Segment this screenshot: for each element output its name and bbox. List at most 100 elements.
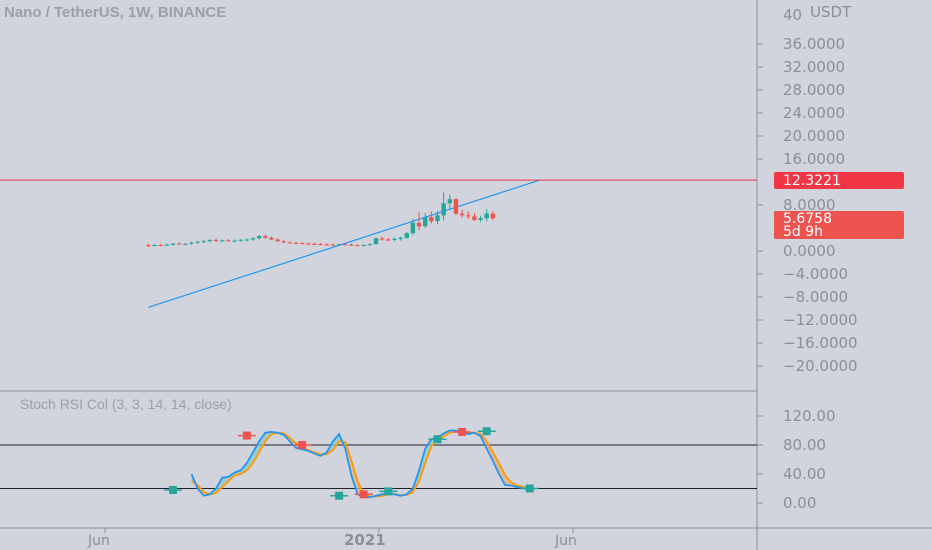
stoch-fill-segment — [259, 432, 266, 453]
stoch-marker-square — [525, 484, 534, 493]
candle-body — [232, 240, 237, 242]
candle-body — [238, 239, 243, 241]
stoch-marker-square — [458, 427, 467, 436]
symbol-title[interactable]: Nano / TetherUS, 1W, BINANCE — [4, 4, 226, 21]
candle-body — [343, 244, 348, 246]
price-tick-labels: 36.0000 32.0000 28.0000 24.0000 20.0000 16.00… — [757, 35, 858, 375]
candle-body — [158, 244, 163, 246]
stoch-marker-square — [384, 487, 393, 496]
stoch-marker-square — [482, 427, 491, 436]
price-tick-label: −12.0000 — [783, 311, 858, 329]
currency-label-bg — [808, 2, 884, 24]
candle-body — [472, 216, 477, 220]
candle-body — [435, 215, 440, 222]
candle-body — [256, 236, 262, 239]
candle-body — [466, 215, 471, 217]
candle-body — [287, 242, 293, 244]
stoch-fill-segment — [253, 441, 260, 464]
candle-body — [429, 217, 434, 222]
price-tick-label: 20.0000 — [783, 127, 845, 145]
candle-body — [226, 240, 231, 242]
candle-body — [367, 244, 373, 246]
candle-body — [441, 203, 446, 216]
candle-body — [281, 241, 286, 243]
candle-body — [250, 238, 256, 240]
indicator-tick-label: 0.00 — [783, 494, 816, 512]
candle-body — [336, 244, 342, 246]
stoch-marker-square — [242, 431, 251, 440]
candle-body — [379, 238, 385, 240]
time-axis[interactable]: Jun 2021 Jun — [87, 528, 577, 549]
candle-body — [312, 243, 317, 245]
level-badge-bg — [774, 172, 904, 189]
candle-body — [423, 217, 428, 227]
price-tick-label: 32.0000 — [783, 58, 845, 76]
level-badge[interactable]: 12.3221 — [774, 172, 904, 189]
indicator-tick-label: 40.00 — [783, 465, 826, 483]
candle-body — [195, 241, 200, 243]
candle-body — [189, 242, 194, 244]
candle-body — [306, 243, 311, 245]
candle-body — [152, 244, 157, 246]
price-tick-label: 24.0000 — [783, 104, 845, 122]
stoch-marker-square — [433, 435, 442, 444]
last-price-value: 5.6758 — [783, 211, 832, 227]
indicator-label[interactable]: Stoch RSI Col (3, 3, 14, 14, close) — [20, 396, 232, 412]
candle-body — [263, 236, 268, 238]
last-price-badge[interactable]: 5.6758 5d 9h — [774, 211, 904, 240]
candle-body — [213, 240, 219, 242]
time-label-jun-2020: Jun — [87, 533, 110, 549]
candle-body — [207, 240, 213, 242]
indicator-tick-label: 120.00 — [783, 407, 836, 425]
candle-body — [373, 238, 379, 245]
bar-countdown: 5d 9h — [783, 224, 823, 240]
stoch-fill-segment — [351, 460, 358, 495]
candle-body — [146, 245, 151, 247]
candle-body — [453, 199, 459, 214]
candle-body — [355, 245, 360, 247]
candle-body — [330, 244, 336, 246]
stoch-marker-square — [359, 490, 368, 499]
candle-body — [164, 244, 170, 246]
candle-body — [386, 239, 391, 241]
stoch-fill-segment — [492, 452, 499, 474]
candle-body — [459, 213, 465, 216]
stoch-cross-markers — [164, 427, 539, 500]
time-label-2021: 2021 — [344, 531, 386, 549]
candle-body — [478, 218, 483, 220]
price-tick-label: 8.0000 — [783, 196, 836, 214]
price-tick-label: 16.0000 — [783, 150, 845, 168]
candle-body — [170, 243, 176, 245]
candle-body — [398, 237, 403, 239]
price-pane[interactable] — [0, 179, 757, 308]
candle-body — [410, 222, 416, 234]
candle-body — [404, 233, 409, 238]
indicator-tick-label: 80.00 — [783, 436, 826, 454]
time-label-jun-2021: Jun — [554, 533, 577, 549]
candle-body — [349, 244, 354, 246]
candle-body — [361, 244, 366, 246]
stoch-fill-segment — [332, 434, 340, 451]
stoch-marker-square — [335, 491, 344, 500]
price-tick-label: 36.0000 — [783, 35, 845, 53]
indicator-pane[interactable]: 120.00 80.00 40.00 0.00 — [0, 407, 836, 512]
price-tick-label: 0.0000 — [783, 242, 836, 260]
currency-label[interactable]: USDT — [810, 3, 852, 21]
candle-body — [177, 243, 182, 245]
candles — [146, 192, 496, 247]
stoch-fill-segment — [499, 463, 506, 485]
candle-body — [220, 240, 225, 242]
stoch-marker-square — [169, 485, 178, 494]
price-axis[interactable]: 40 USDT 36.0000 32.0000 28.0000 24.0000 20.0… — [757, 2, 904, 375]
trendline[interactable] — [148, 179, 540, 308]
price-tick-label: −16.0000 — [783, 334, 858, 352]
candle-body — [293, 242, 299, 244]
price-tick-label: −8.0000 — [783, 288, 848, 306]
candle-body — [490, 213, 496, 219]
candle-body — [447, 199, 452, 204]
level-badge-value: 12.3221 — [783, 173, 841, 189]
candle-body — [201, 241, 206, 243]
candle-body — [416, 222, 422, 227]
candle-body — [300, 243, 305, 245]
